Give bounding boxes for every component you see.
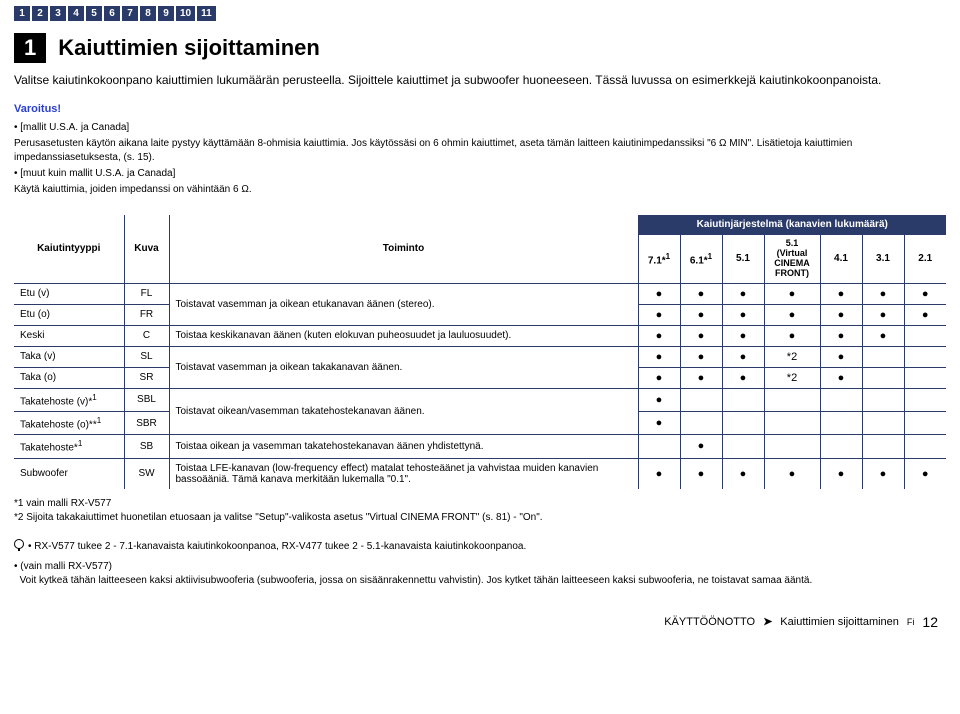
hdr-c3: 5.1 [722, 235, 764, 284]
hdr-c6: 3.1 [862, 235, 904, 284]
footer-sub: Kaiuttimien sijoittaminen [780, 616, 899, 628]
table-row: Takatehoste*1 SB Toistaa oikean ja vasem… [14, 435, 946, 458]
footer: KÄYTTÖÖNOTTO ➤ Kaiuttimien sijoittaminen… [14, 614, 946, 630]
hdr-band: Kaiutinjärjestelmä (kanavien lukumäärä) [638, 215, 946, 235]
intro-text: Valitse kaiutinkokoonpano kaiuttimien lu… [14, 73, 946, 87]
table-row: Etu (v) FL Toistavat vasemman ja oikean … [14, 283, 946, 304]
nav-10[interactable]: 10 [176, 6, 195, 21]
tip-2: • (vain malli RX-V577) [14, 560, 946, 574]
table-row: Taka (v) SL Toistavat vasemman ja oikean… [14, 346, 946, 367]
hdr-c1: 7.1*1 [638, 235, 680, 284]
nav-6[interactable]: 6 [104, 6, 120, 21]
footnote-1: *1 vain malli RX-V577 [14, 497, 946, 511]
table-row: Keski C Toistaa keskikanavan äänen (kute… [14, 325, 946, 346]
hdr-c7: 2.1 [904, 235, 946, 284]
table-row: Subwoofer SW Toistaa LFE-kanavan (low-fr… [14, 458, 946, 489]
hdr-c2: 6.1*1 [680, 235, 722, 284]
speaker-table: Kaiutintyyppi Kuva Toiminto Kaiutinjärje… [14, 215, 946, 489]
nav-4[interactable]: 4 [68, 6, 84, 21]
bullet-1: • [mallit U.S.A. ja Canada] [14, 121, 946, 135]
hdr-tyyppi: Kaiutintyyppi [14, 215, 124, 283]
nav-9[interactable]: 9 [158, 6, 174, 21]
nav-8[interactable]: 8 [140, 6, 156, 21]
hdr-c5: 4.1 [820, 235, 862, 284]
hdr-toiminto: Toiminto [169, 215, 638, 283]
table-row: Takatehoste (v)*1 SBL Toistavat oikean/v… [14, 388, 946, 411]
hdr-c4: 5.1(Virtual CINEMA FRONT) [764, 235, 820, 284]
warning-title: Varoitus! [14, 103, 946, 115]
footer-lang: Fi [907, 617, 915, 627]
tip-icon [14, 539, 24, 549]
nav-2[interactable]: 2 [32, 6, 48, 21]
section-title: Kaiuttimien sijoittaminen [58, 35, 320, 61]
footer-section: KÄYTTÖÖNOTTO [664, 616, 755, 628]
tip-1: • RX-V577 tukee 2 - 7.1-kanavaista kaiut… [14, 539, 946, 554]
bullet-2b: Käytä kaiuttimia, joiden impedanssi on v… [14, 183, 946, 197]
nav-3[interactable]: 3 [50, 6, 66, 21]
nav-11[interactable]: 11 [197, 6, 216, 21]
warning-bullets: • [mallit U.S.A. ja Canada] Perusasetust… [14, 121, 946, 197]
footer-page: 12 [922, 614, 938, 630]
nav-1[interactable]: 1 [14, 6, 30, 21]
bullet-2: • [muut kuin mallit U.S.A. ja Canada] [14, 167, 946, 181]
section-badge: 1 [14, 33, 46, 63]
footnote-2: *2 Sijoita takakaiuttimet huonetilan etu… [14, 511, 946, 525]
nav-7[interactable]: 7 [122, 6, 138, 21]
tip-2b: Voit kytkeä tähän laitteeseen kaksi akti… [14, 574, 946, 588]
chevron-icon: ➤ [763, 615, 772, 628]
bullet-1b: Perusasetusten käytön aikana laite pysty… [14, 137, 946, 165]
hdr-kuva: Kuva [124, 215, 169, 283]
nav-5[interactable]: 5 [86, 6, 102, 21]
top-nav: 1 2 3 4 5 6 7 8 9 10 11 [14, 6, 946, 21]
